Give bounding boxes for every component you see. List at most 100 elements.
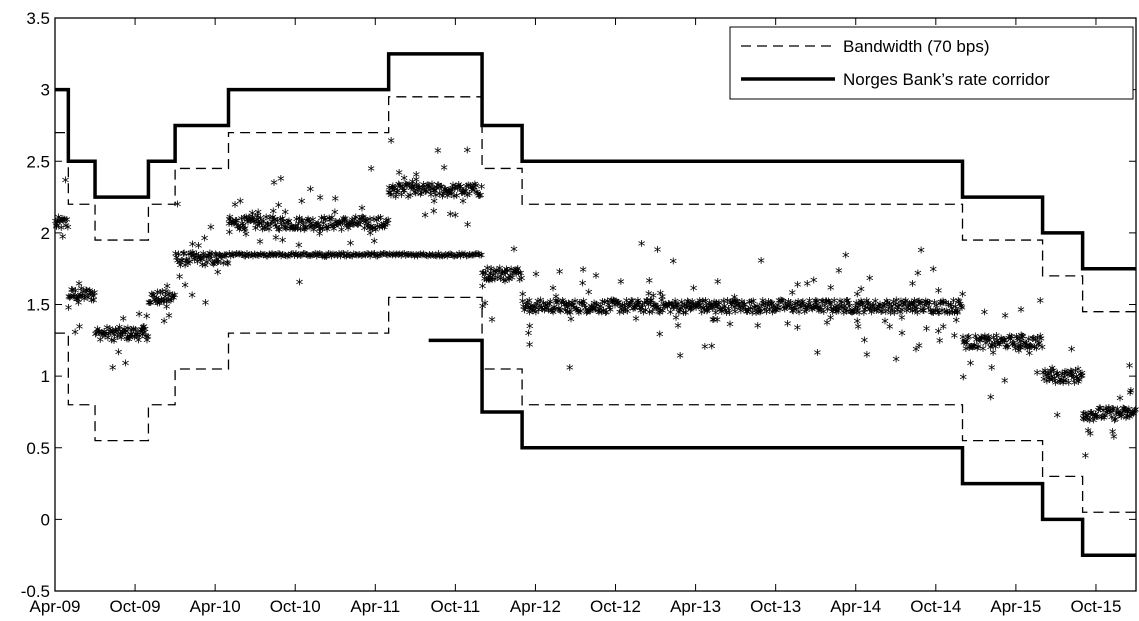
observation-point: * (100, 325, 108, 343)
observation-point: * (208, 248, 216, 266)
observation-point: * (312, 219, 320, 237)
observation-point: * (829, 305, 837, 323)
observation-point: * (580, 294, 588, 312)
observation-point: * (662, 298, 670, 316)
observation-point: * (228, 217, 236, 235)
observation-point: * (747, 301, 755, 319)
observation-point: * (372, 223, 380, 241)
observation-point: * (925, 301, 933, 319)
observation-point: * (638, 237, 646, 255)
y-tick-label: 1 (41, 367, 50, 386)
observation-point: * (579, 277, 587, 295)
observation-point: * (916, 298, 924, 316)
observation-point: * (459, 186, 467, 204)
observation-point: * (849, 305, 857, 323)
observation-point: * (1080, 413, 1088, 431)
observation-point: * (420, 247, 428, 265)
observation-point: * (619, 298, 627, 316)
observation-point: * (92, 327, 100, 345)
observation-point: * (293, 212, 301, 230)
observation-point: * (828, 302, 836, 320)
observation-point: * (388, 181, 396, 199)
observation-point: * (115, 345, 123, 363)
observation-point: * (90, 294, 98, 312)
axis-layer: Apr-09 Oct-09 Apr-10 Oct-10 Apr-11 Oct-11 Apr-… (21, 9, 1136, 616)
observation-point: * (104, 331, 112, 349)
observation-point: * (297, 249, 305, 267)
observation-point: * (132, 323, 140, 341)
observation-point: * (609, 294, 617, 312)
observation-point: * (418, 248, 426, 266)
observation-point: * (411, 249, 419, 267)
observation-point: * (941, 306, 949, 324)
observation-point: * (659, 304, 667, 322)
observation-point: * (970, 340, 978, 358)
observation-point: * (479, 266, 487, 284)
observation-point: * (758, 299, 766, 317)
observation-point: * (1100, 411, 1108, 429)
observation-point: * (902, 294, 910, 312)
observation-point: * (938, 303, 946, 321)
observation-point: * (843, 305, 851, 323)
observation-point: * (439, 189, 447, 207)
observation-point: * (106, 322, 114, 340)
observation-point: * (181, 278, 189, 296)
observation-point: * (646, 274, 654, 292)
observation-point: * (704, 304, 712, 322)
legend: Bandwidth (70 bps) Norges Bank’s rate co… (729, 26, 1134, 100)
observation-point: * (881, 315, 889, 333)
observation-point: * (287, 220, 295, 238)
observation-point: * (1107, 406, 1115, 424)
observation-point: * (123, 332, 131, 350)
observation-point: * (968, 340, 976, 358)
observation-point: * (203, 255, 211, 273)
observation-point: * (906, 297, 914, 315)
observation-point: * (189, 237, 197, 255)
observation-point: * (835, 264, 843, 282)
observation-point: * (306, 220, 314, 238)
observation-point: * (995, 336, 1003, 354)
observation-point: * (421, 182, 429, 200)
observation-point: * (339, 216, 347, 234)
observation-point: * (872, 304, 880, 322)
observation-point: * (836, 295, 844, 313)
observation-point: * (58, 212, 66, 230)
observation-point: * (823, 294, 831, 312)
observation-point: * (802, 301, 810, 319)
observation-point: * (66, 291, 74, 309)
observation-point: * (969, 340, 977, 358)
observation-point: * (989, 338, 997, 356)
observation-point: * (912, 343, 920, 361)
observation-point: * (897, 294, 905, 312)
observation-point: * (417, 188, 425, 206)
observation-point: * (539, 302, 547, 320)
observation-point: * (149, 288, 157, 306)
observation-point: * (368, 222, 376, 240)
observation-point: * (350, 218, 358, 236)
observation-point: * (565, 305, 573, 323)
observation-point: * (285, 215, 293, 233)
observation-point: * (329, 219, 337, 237)
observation-point: * (426, 183, 434, 201)
observation-point: * (105, 327, 113, 345)
observation-point: * (275, 198, 283, 216)
observation-point: * (442, 248, 450, 266)
observation-point: * (465, 187, 473, 205)
observation-point: * (712, 306, 720, 324)
observation-point: * (519, 287, 527, 305)
observation-point: * (854, 301, 862, 319)
observation-point: * (277, 172, 285, 190)
observation-point: * (405, 248, 413, 266)
observation-point: * (311, 247, 319, 265)
observation-point: * (682, 306, 690, 324)
observation-point: * (501, 274, 509, 292)
x-tick-label: Oct-09 (110, 597, 161, 616)
observation-point: * (631, 301, 639, 319)
observation-point: * (678, 296, 686, 314)
observation-point: * (770, 300, 778, 318)
observation-point: * (833, 299, 841, 317)
observation-point: * (474, 187, 482, 205)
observation-point: * (886, 320, 894, 338)
observation-point: * (992, 340, 1000, 358)
observation-point: * (459, 194, 467, 212)
